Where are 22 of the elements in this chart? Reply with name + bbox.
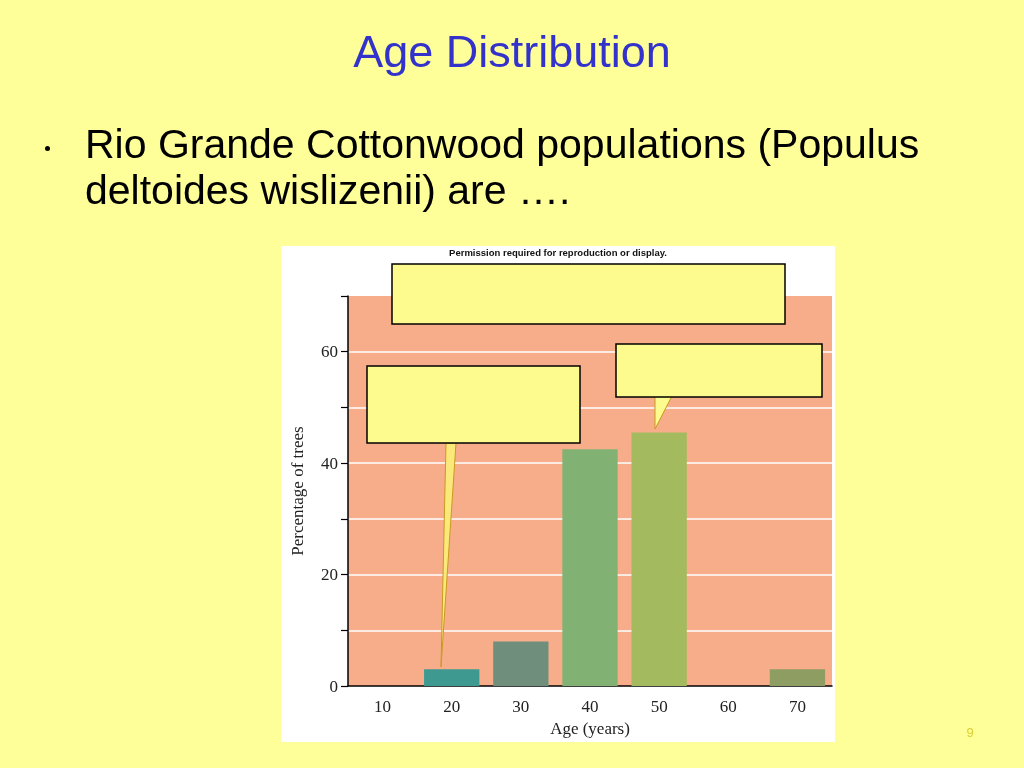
y-tick-label: 0 xyxy=(329,676,338,696)
x-tick-label: 20 xyxy=(443,697,461,716)
bar xyxy=(493,641,549,686)
x-tick-label: 60 xyxy=(719,697,737,716)
bar xyxy=(769,669,826,686)
x-tick-label: 40 xyxy=(581,697,599,716)
y-tick-label: 20 xyxy=(321,565,338,585)
chart-subtitle: Rio Grande Cottonwood populations (Populus deltoides wislizenii) are …. xyxy=(85,121,921,213)
x-tick-label: 10 xyxy=(374,697,392,716)
chart-title: Age Distribution xyxy=(352,26,672,78)
x-axis-title: Age (years) xyxy=(550,719,630,738)
bar xyxy=(562,449,618,686)
y-tick-label: 60 xyxy=(321,342,338,362)
y-axis-title: Percentage of trees xyxy=(288,426,307,556)
text: Permission required for reproduction or display. xyxy=(448,247,668,258)
bar xyxy=(631,432,687,686)
text: 9 xyxy=(965,725,975,740)
x-tick-label: 30 xyxy=(512,697,530,716)
bar xyxy=(424,669,480,686)
x-tick-label: 70 xyxy=(788,697,806,716)
y-tick-label: 40 xyxy=(321,453,338,473)
x-tick-label: 50 xyxy=(650,697,668,716)
